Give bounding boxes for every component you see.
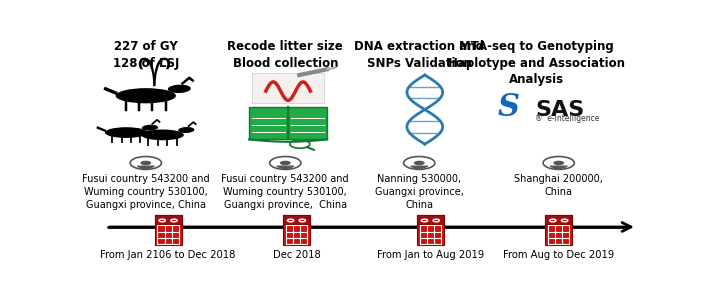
Text: SAS: SAS — [535, 100, 585, 120]
FancyBboxPatch shape — [252, 73, 324, 103]
FancyBboxPatch shape — [155, 216, 181, 245]
Circle shape — [159, 219, 166, 222]
Circle shape — [299, 219, 305, 222]
Polygon shape — [550, 166, 567, 170]
Text: From Aug to Dec 2019: From Aug to Dec 2019 — [503, 250, 614, 260]
Circle shape — [553, 161, 564, 165]
Ellipse shape — [116, 88, 176, 103]
FancyBboxPatch shape — [288, 107, 327, 139]
Ellipse shape — [105, 127, 148, 138]
Text: Recode litter size
Blood collection: Recode litter size Blood collection — [228, 40, 343, 70]
Text: S: S — [498, 92, 520, 123]
Circle shape — [287, 219, 294, 222]
Circle shape — [414, 161, 425, 165]
Circle shape — [171, 219, 177, 222]
Text: Fusui country 543200 and
Wuming country 530100,
Guangxi province, China: Fusui country 543200 and Wuming country … — [82, 174, 210, 210]
Text: Shanghai 200000,
China: Shanghai 200000, China — [514, 174, 603, 197]
Text: MTA-seq to Genotyping
Haplotype and Association
Analysis: MTA-seq to Genotyping Haplotype and Asso… — [448, 40, 625, 86]
Text: ♈: ♈ — [137, 56, 171, 94]
FancyBboxPatch shape — [249, 107, 288, 139]
Ellipse shape — [142, 125, 158, 131]
Text: 227 of GY
128 of LSJ: 227 of GY 128 of LSJ — [112, 40, 179, 70]
FancyBboxPatch shape — [417, 216, 444, 245]
Text: ®  e-Intelligence: ® e-Intelligence — [535, 114, 600, 123]
FancyBboxPatch shape — [283, 216, 310, 245]
Polygon shape — [276, 166, 294, 170]
FancyBboxPatch shape — [545, 216, 572, 224]
FancyBboxPatch shape — [545, 216, 572, 245]
Circle shape — [140, 161, 151, 165]
Polygon shape — [138, 166, 154, 170]
Polygon shape — [410, 166, 428, 170]
Ellipse shape — [178, 127, 194, 133]
Circle shape — [280, 161, 291, 165]
Text: From Jan to Aug 2019: From Jan to Aug 2019 — [377, 250, 484, 260]
Text: Nanning 530000,
Guangxi province,
China: Nanning 530000, Guangxi province, China — [375, 174, 464, 210]
Circle shape — [562, 219, 568, 222]
FancyBboxPatch shape — [417, 216, 444, 224]
Ellipse shape — [168, 85, 191, 93]
Circle shape — [433, 219, 439, 222]
Circle shape — [421, 219, 428, 222]
Ellipse shape — [141, 129, 184, 140]
Text: Dec 2018: Dec 2018 — [273, 250, 320, 260]
Circle shape — [549, 219, 556, 222]
Text: From Jan 2106 to Dec 2018: From Jan 2106 to Dec 2018 — [100, 250, 236, 260]
FancyBboxPatch shape — [283, 216, 310, 224]
Text: DNA extraction and
SNPs Validation: DNA extraction and SNPs Validation — [354, 40, 485, 70]
Text: Fusui country 543200 and
Wuming country 530100,
Guangxi province,  China: Fusui country 543200 and Wuming country … — [222, 174, 349, 210]
FancyBboxPatch shape — [155, 216, 181, 224]
